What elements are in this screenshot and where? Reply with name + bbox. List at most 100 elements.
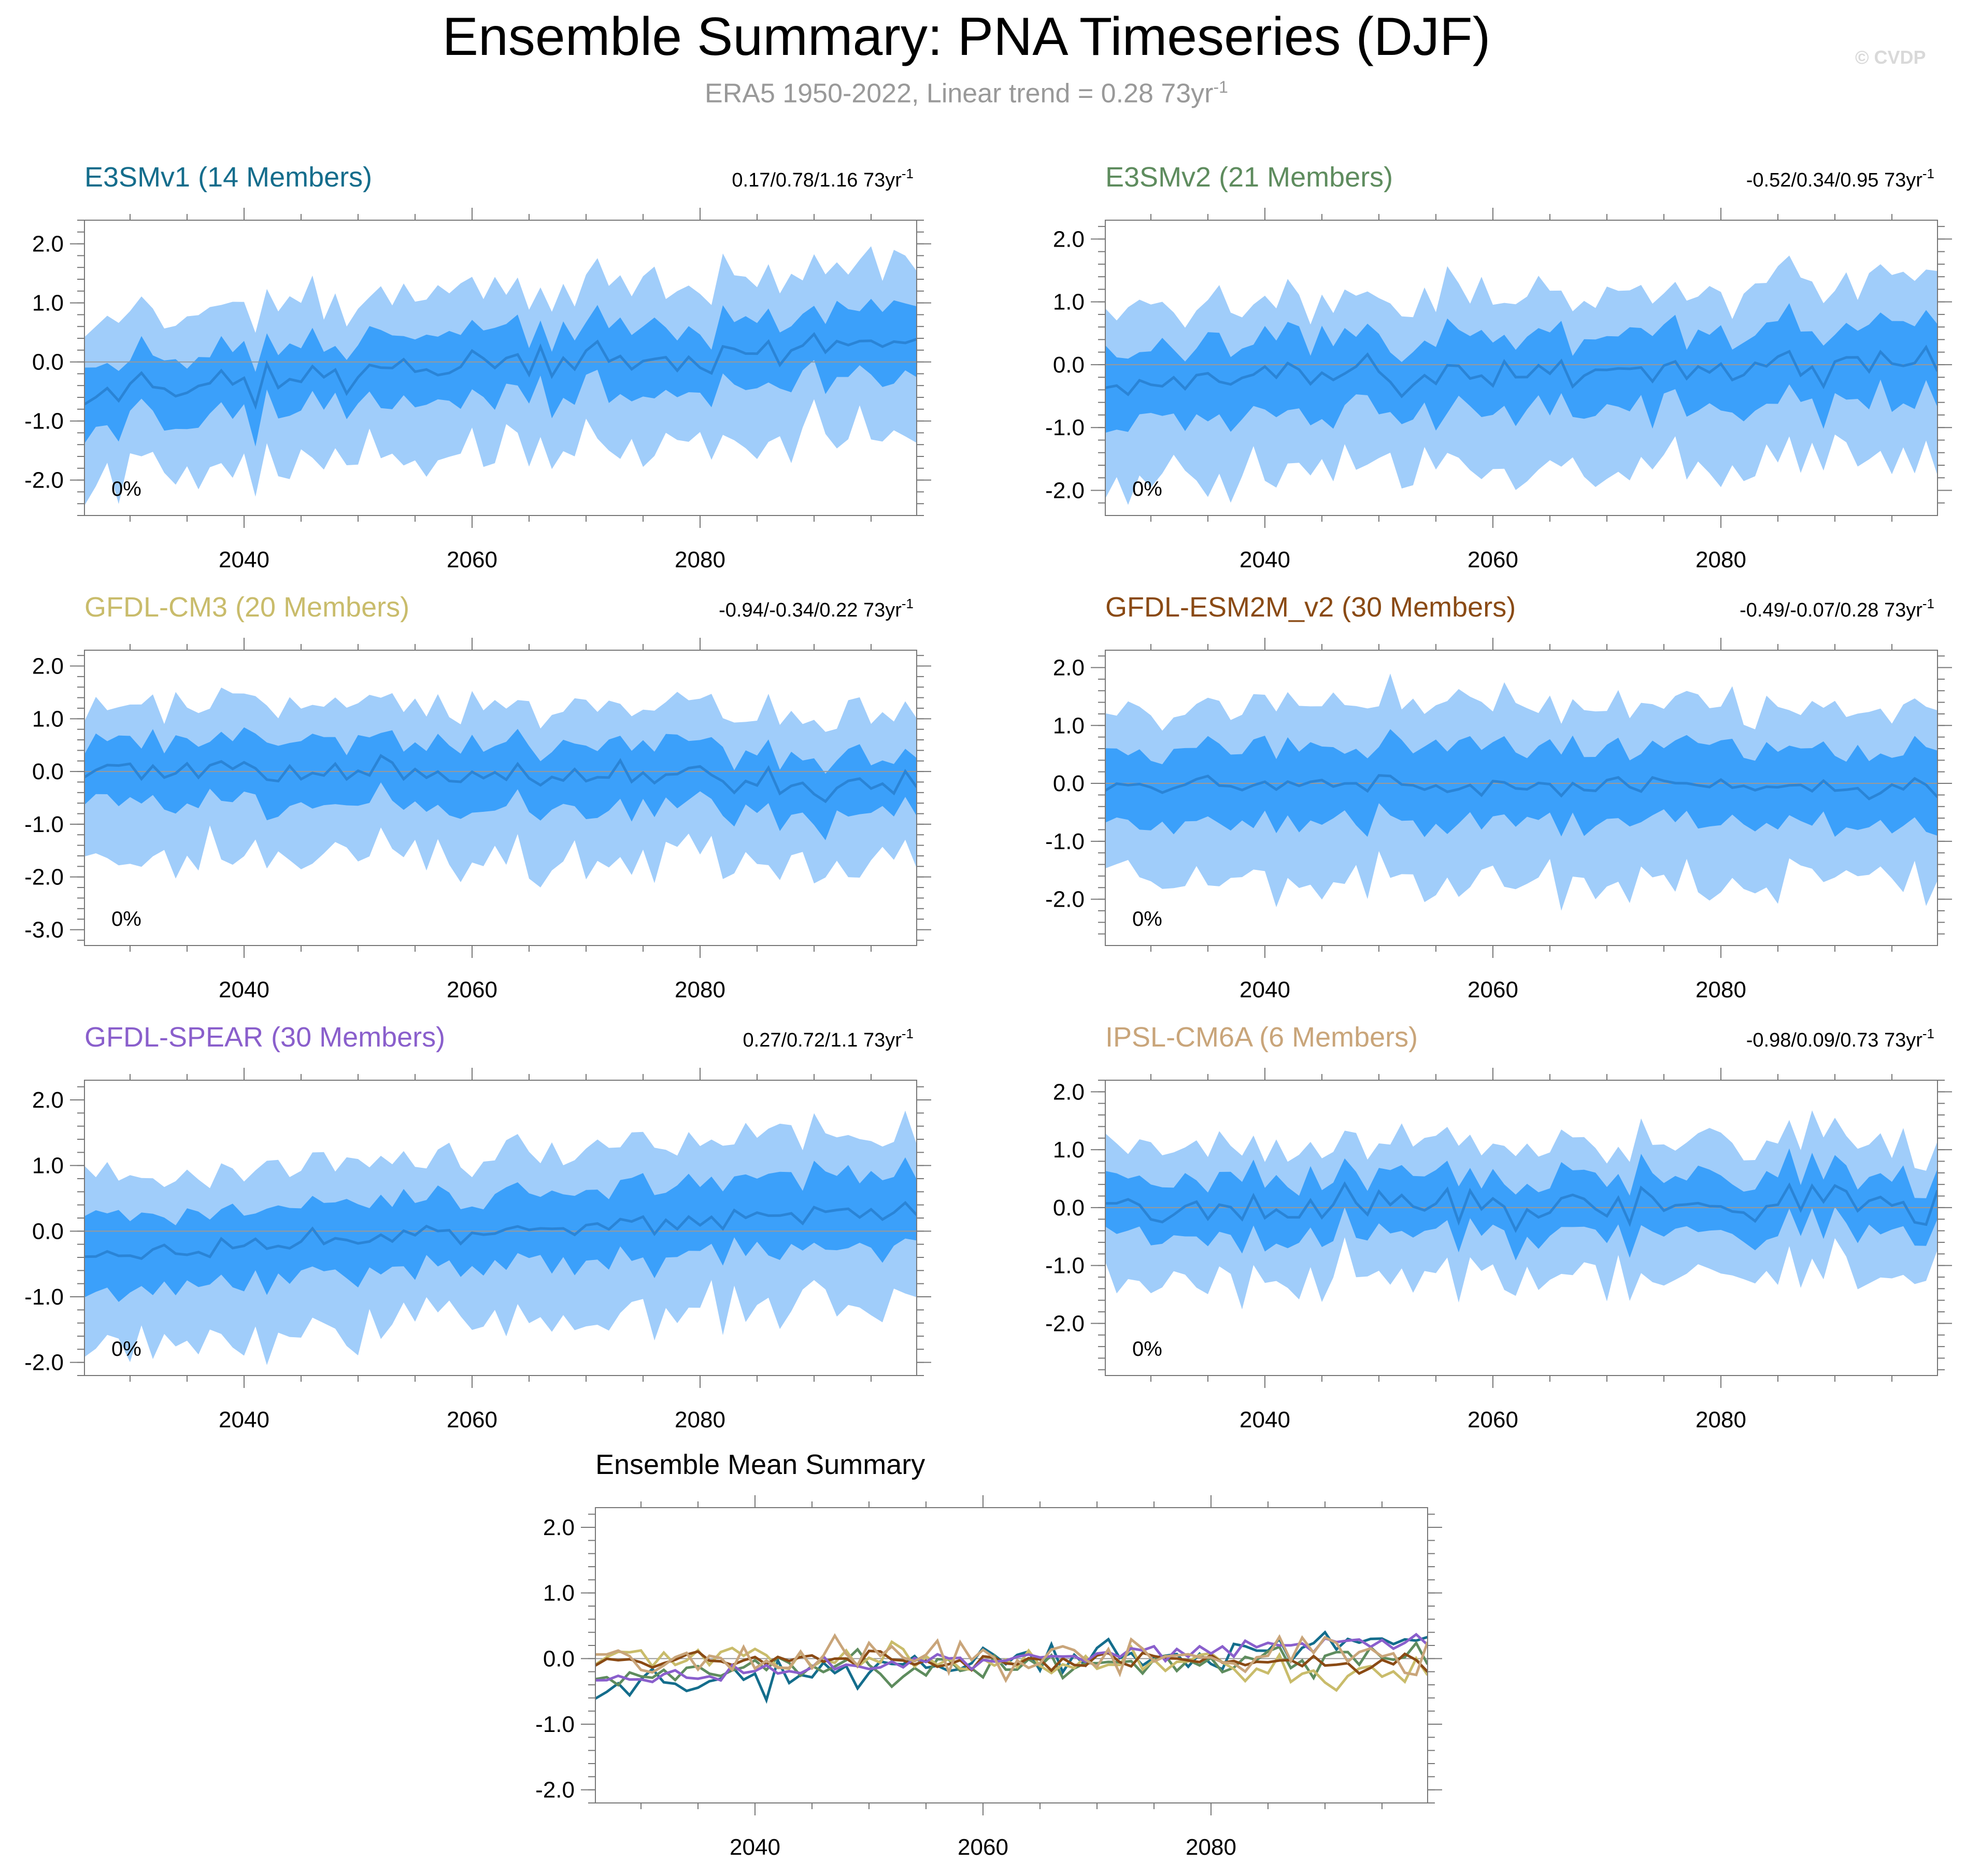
plot-area <box>84 246 917 506</box>
y-tick-label: 1.0 <box>32 1153 64 1179</box>
plot-area <box>84 1110 917 1365</box>
plot-area <box>84 688 917 887</box>
cvdp-watermark: © CVDP <box>1855 47 1926 68</box>
trend-label: -0.94/-0.34/0.22 73yr-1 <box>719 596 914 621</box>
plot-area <box>1105 1110 1937 1310</box>
percent-label: 0% <box>1132 908 1162 930</box>
y-tick-label: 2.0 <box>32 1087 64 1113</box>
y-tick-label: 2.0 <box>1053 1079 1085 1105</box>
x-tick-label: 2060 <box>447 977 497 1003</box>
figure-title: Ensemble Summary: PNA Timeseries (DJF) <box>442 7 1491 67</box>
trend-exponent: -1 <box>902 166 914 181</box>
chart-panel-7: Ensemble Mean Summary -2.0 -1.0 0.0 1.0 2.0 20… <box>535 1449 1442 1860</box>
percent-label: 0% <box>111 908 141 930</box>
y-tick-label: -3.0 <box>24 917 64 942</box>
axes-frame <box>84 1080 917 1376</box>
axes-frame <box>1105 220 1938 516</box>
axes-frame <box>84 650 917 946</box>
x-tick-label: 2040 <box>219 1407 269 1433</box>
series-line-ipsl-cm6a <box>595 1633 1428 1683</box>
percent-label: 0% <box>1132 478 1162 500</box>
plot-area <box>595 1630 1428 1704</box>
x-tick-label: 2040 <box>1240 1407 1290 1433</box>
y-tick-label: -2.0 <box>1045 1311 1085 1336</box>
y-tick-label: -1.0 <box>1045 1253 1085 1279</box>
chart-panel-1: E3SMv1 (14 Members) 0.17/0.78/1.16 73yr-1… <box>24 162 931 572</box>
x-tick-label: 2060 <box>1468 1407 1518 1433</box>
y-tick-label: 0.0 <box>32 759 64 784</box>
figure-subtitle: ERA5 1950-2022, Linear trend = 0.28 73yr… <box>0 78 1933 109</box>
panel-title: E3SMv2 (21 Members) <box>1105 162 1393 193</box>
x-tick-label: 2060 <box>958 1835 1008 1860</box>
percent-label: 0% <box>111 1338 141 1361</box>
chart-panel-4: GFDL-ESM2M_v2 (30 Members) -0.49/-0.07/0.… <box>1045 592 1952 1003</box>
y-tick-label: 2.0 <box>1053 655 1085 681</box>
y-tick-label: 0.0 <box>543 1646 575 1671</box>
trend-exponent: -1 <box>1922 1026 1934 1041</box>
x-tick-label: 2040 <box>219 547 269 572</box>
y-tick-label: -2.0 <box>1045 478 1085 503</box>
trend-value: 0.27/0.72/1.1 73yr <box>743 1029 902 1051</box>
ensemble-mean-line <box>1105 1181 1937 1233</box>
y-tick-label: 1.0 <box>543 1581 575 1606</box>
x-tick-label: 2060 <box>447 1407 497 1433</box>
y-tick-label: -2.0 <box>24 1350 64 1376</box>
x-tick-label: 2080 <box>1696 1407 1746 1433</box>
percent-label: 0% <box>1132 1338 1162 1361</box>
inner-spread-band <box>84 298 917 447</box>
plot-area <box>1105 674 1937 911</box>
panel-title: GFDL-CM3 (20 Members) <box>84 592 409 623</box>
y-tick-label: 0.0 <box>32 1219 64 1244</box>
trend-exponent: -1 <box>902 1026 914 1041</box>
trend-label: -0.98/0.09/0.73 73yr-1 <box>1746 1026 1934 1051</box>
x-tick-label: 2080 <box>1696 547 1746 572</box>
subtitle-exponent: -1 <box>1213 78 1228 96</box>
y-tick-label: -1.0 <box>535 1712 575 1737</box>
x-tick-label: 2080 <box>675 977 725 1003</box>
panel-title: GFDL-ESM2M_v2 (30 Members) <box>1105 592 1516 623</box>
x-tick-label: 2060 <box>1468 977 1518 1003</box>
panel-title: Ensemble Mean Summary <box>595 1449 925 1480</box>
trend-value: -0.98/0.09/0.73 73yr <box>1746 1029 1922 1051</box>
y-tick-label: 0.0 <box>1053 352 1085 378</box>
axes-frame <box>1105 650 1938 946</box>
trend-exponent: -1 <box>902 596 914 611</box>
y-tick-label: 2.0 <box>32 654 64 679</box>
panel-title: E3SMv1 (14 Members) <box>84 162 372 193</box>
x-tick-label: 2040 <box>219 977 269 1003</box>
inner-spread-band <box>84 1157 917 1302</box>
chart-panel-5: GFDL-SPEAR (30 Members) 0.27/0.72/1.1 73y… <box>24 1022 931 1433</box>
axes-frame <box>595 1507 1428 1803</box>
y-tick-label: 1.0 <box>32 706 64 732</box>
inner-spread-band <box>84 727 917 840</box>
y-tick-label: 2.0 <box>32 232 64 257</box>
inner-spread-band <box>1105 303 1937 433</box>
chart-panel-3: GFDL-CM3 (20 Members) -0.94/-0.34/0.22 73… <box>24 592 931 1003</box>
axes-frame <box>1105 1080 1938 1376</box>
ensemble-mean-line <box>84 754 917 804</box>
subtitle-text: ERA5 1950-2022, Linear trend = 0.28 73yr <box>705 78 1214 109</box>
y-tick-label: 0.0 <box>1053 1195 1085 1221</box>
y-tick-label: -1.0 <box>24 812 64 837</box>
y-tick-label: 1.0 <box>32 291 64 316</box>
ensemble-mean-line <box>1105 345 1937 398</box>
inner-spread-band <box>1105 1148 1937 1261</box>
trend-value: -0.52/0.34/0.95 73yr <box>1746 169 1922 191</box>
percent-label: 0% <box>111 478 141 500</box>
trend-label: -0.52/0.34/0.95 73yr-1 <box>1746 166 1934 191</box>
x-tick-label: 2040 <box>730 1835 780 1860</box>
chart-panel-6: IPSL-CM6A (6 Members) -0.98/0.09/0.73 73y… <box>1045 1022 1952 1433</box>
y-tick-label: -1.0 <box>24 409 64 434</box>
x-tick-label: 2080 <box>675 1407 725 1433</box>
y-tick-label: -1.0 <box>24 1284 64 1310</box>
y-tick-label: -2.0 <box>24 468 64 493</box>
y-tick-label: -2.0 <box>24 865 64 890</box>
x-tick-label: 2080 <box>1696 977 1746 1003</box>
trend-value: -0.49/-0.07/0.28 73yr <box>1740 599 1922 621</box>
y-tick-label: -2.0 <box>535 1778 575 1803</box>
x-tick-label: 2080 <box>675 547 725 572</box>
y-tick-label: 1.0 <box>1053 290 1085 315</box>
x-tick-label: 2040 <box>1240 547 1290 572</box>
ensemble-mean-line <box>84 1201 917 1261</box>
